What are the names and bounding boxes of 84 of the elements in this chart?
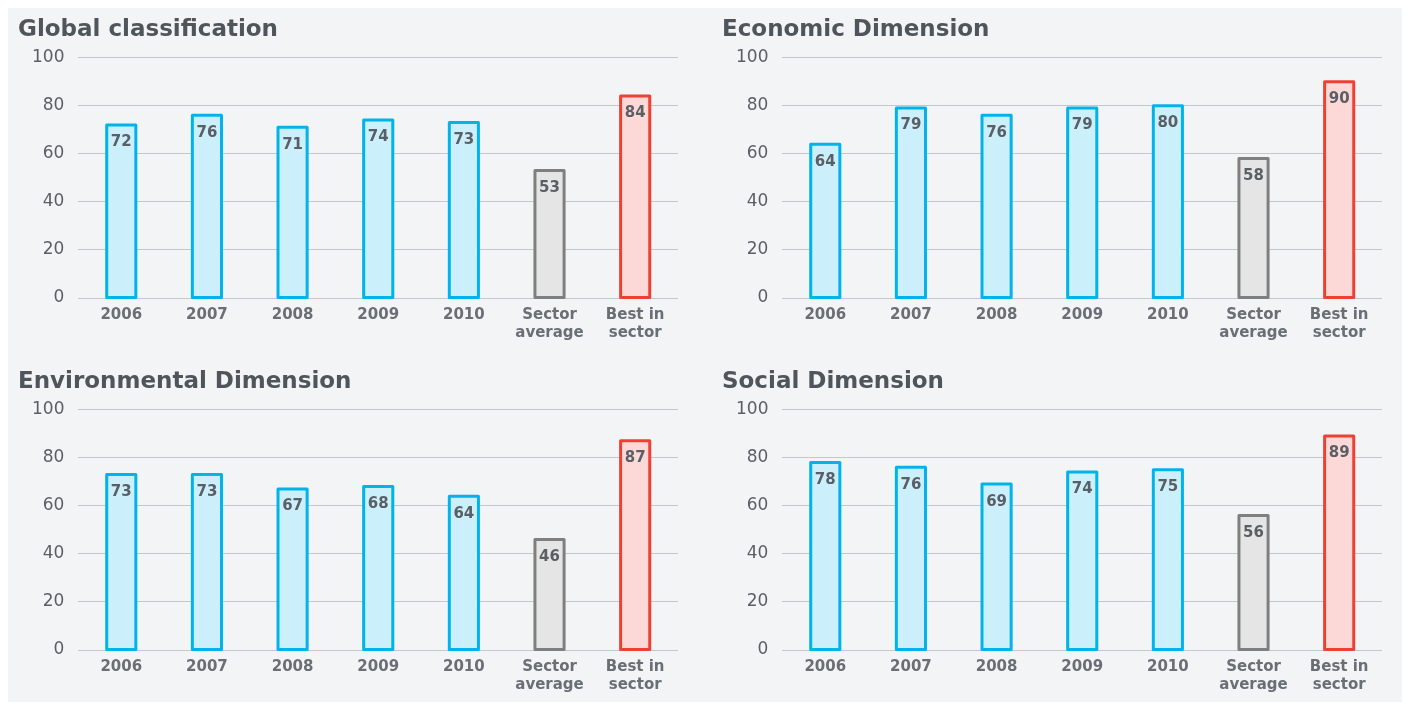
- x-tick-label: 2006: [100, 656, 143, 675]
- x-tick-label: 2007: [890, 304, 932, 323]
- y-tick-label: 0: [53, 638, 65, 659]
- x-tick-label: 2008: [271, 656, 314, 675]
- y-tick-label: 20: [42, 238, 65, 259]
- y-tick-label: 60: [42, 142, 65, 163]
- data-label: 90: [1328, 89, 1350, 108]
- data-label: 84: [624, 103, 646, 122]
- x-tick-label: Best in sector: [1309, 304, 1369, 341]
- x-tick-label: Best in sector: [1309, 656, 1369, 693]
- x-tick-label: Sector average: [515, 656, 584, 693]
- data-label: 76: [900, 474, 922, 493]
- x-tick-label: 2010: [443, 656, 485, 675]
- x-tick-label: 2010: [1147, 656, 1189, 675]
- data-label: 72: [110, 132, 132, 151]
- y-tick-label: 60: [42, 494, 65, 515]
- data-label: 73: [110, 481, 132, 500]
- y-tick-label: 0: [53, 286, 65, 307]
- x-tick-label: 2006: [804, 304, 847, 323]
- x-tick-label: Sector average: [1219, 656, 1288, 693]
- y-tick-label: 20: [746, 590, 769, 611]
- x-tick-label: 2009: [357, 656, 400, 675]
- chart-title: Social Dimension: [722, 366, 944, 393]
- x-tick-label: 2006: [100, 304, 143, 323]
- x-tick-label: 2006: [804, 656, 847, 675]
- x-tick-label: Best in sector: [605, 656, 665, 693]
- chart-title: Environmental Dimension: [18, 366, 352, 393]
- y-tick-label: 60: [746, 494, 769, 515]
- data-label: 76: [196, 122, 218, 141]
- data-label: 74: [1071, 479, 1093, 498]
- data-label: 68: [367, 493, 389, 512]
- y-tick-label: 20: [42, 590, 65, 611]
- x-tick-label: 2009: [357, 304, 400, 323]
- x-tick-label: 2007: [186, 656, 228, 675]
- data-label: 71: [282, 134, 304, 153]
- y-tick-label: 80: [746, 94, 769, 115]
- data-label: 46: [539, 546, 560, 565]
- data-label: 74: [367, 127, 389, 146]
- y-tick-label: 40: [42, 190, 65, 211]
- x-tick-label: 2009: [1061, 656, 1104, 675]
- y-tick-label: 0: [757, 638, 769, 659]
- data-label: 79: [1071, 115, 1093, 134]
- data-label: 73: [453, 129, 475, 148]
- data-label: 53: [539, 177, 560, 196]
- x-tick-label: 2008: [975, 304, 1018, 323]
- x-tick-label: 2009: [1061, 304, 1104, 323]
- chart-title: Economic Dimension: [722, 14, 990, 41]
- chart-title: Global classification: [18, 14, 278, 41]
- data-label: 80: [1157, 113, 1179, 132]
- data-label: 79: [900, 115, 922, 134]
- data-label: 56: [1243, 522, 1264, 541]
- data-label: 73: [196, 481, 218, 500]
- y-tick-label: 60: [746, 142, 769, 163]
- y-tick-label: 100: [31, 398, 65, 419]
- data-label: 64: [453, 503, 475, 522]
- y-tick-label: 40: [746, 190, 769, 211]
- data-label: 58: [1243, 165, 1264, 184]
- data-label: 75: [1157, 477, 1179, 496]
- x-tick-label: 2010: [443, 304, 485, 323]
- y-tick-label: 100: [735, 398, 769, 419]
- x-tick-label: 2008: [271, 304, 314, 323]
- y-tick-label: 100: [735, 46, 769, 67]
- y-tick-label: 80: [42, 94, 65, 115]
- data-label: 76: [986, 122, 1008, 141]
- y-tick-label: 40: [42, 542, 65, 563]
- x-tick-label: 2007: [890, 656, 932, 675]
- y-tick-label: 80: [42, 446, 65, 467]
- data-label: 64: [814, 151, 836, 170]
- x-tick-label: Sector average: [1219, 304, 1288, 341]
- data-label: 69: [986, 491, 1008, 510]
- y-tick-label: 100: [31, 46, 65, 67]
- y-tick-label: 80: [746, 446, 769, 467]
- y-tick-label: 0: [757, 286, 769, 307]
- data-label: 78: [814, 469, 836, 488]
- x-tick-label: Sector average: [515, 304, 584, 341]
- data-label: 89: [1328, 443, 1350, 462]
- x-tick-label: Best in sector: [605, 304, 665, 341]
- data-label: 87: [624, 448, 646, 467]
- data-label: 67: [282, 496, 304, 515]
- x-tick-label: 2008: [975, 656, 1018, 675]
- y-tick-label: 20: [746, 238, 769, 259]
- x-tick-label: 2007: [186, 304, 228, 323]
- y-tick-label: 40: [746, 542, 769, 563]
- x-tick-label: 2010: [1147, 304, 1189, 323]
